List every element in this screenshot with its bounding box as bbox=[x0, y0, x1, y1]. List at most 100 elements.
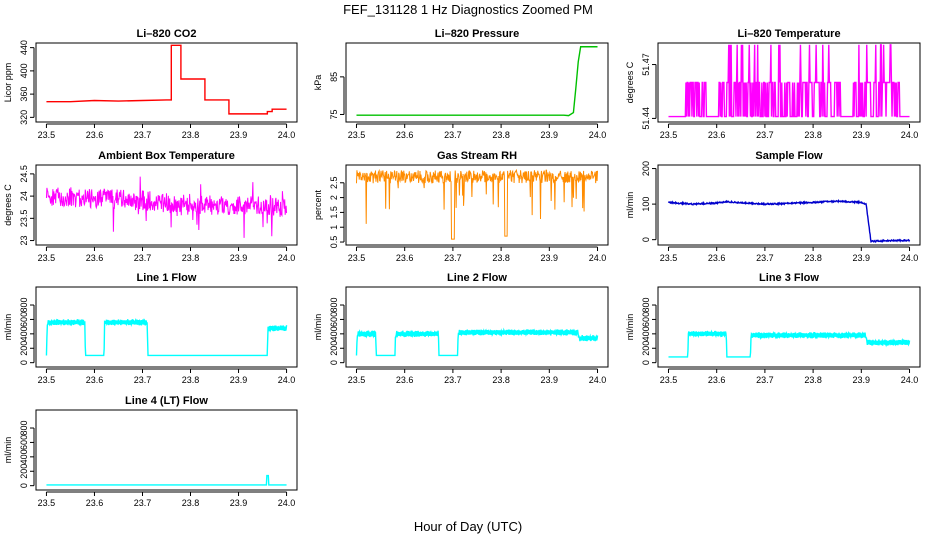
series-line bbox=[667, 199, 911, 244]
y-tick-label: 0 bbox=[19, 360, 29, 365]
y-tick-label: 0 bbox=[641, 360, 651, 365]
x-tick-label: 23.8 bbox=[804, 253, 822, 263]
y-tick-label: 24 bbox=[19, 191, 29, 201]
x-tick-label: 23.5 bbox=[348, 130, 366, 140]
y-tick-label: 200 bbox=[329, 341, 339, 356]
x-tick-label: 23.5 bbox=[38, 498, 56, 508]
x-tick-label: 24.0 bbox=[278, 130, 296, 140]
x-tick-label: 23.8 bbox=[182, 498, 200, 508]
x-tick-label: 23.9 bbox=[230, 253, 248, 263]
y-axis-label: degrees C bbox=[3, 184, 13, 226]
y-tick-label: 800 bbox=[641, 298, 651, 313]
panel-title: Ambient Box Temperature bbox=[98, 150, 235, 162]
y-tick-label: 200 bbox=[641, 341, 651, 356]
plot-frame bbox=[345, 286, 609, 368]
x-tick-label: 23.5 bbox=[38, 130, 56, 140]
x-tick-label: 23.8 bbox=[182, 375, 200, 385]
y-tick-label: 200 bbox=[19, 341, 29, 356]
x-tick-label: 24.0 bbox=[278, 375, 296, 385]
x-tick-label: 23.7 bbox=[444, 253, 462, 263]
x-tick-label: 24.0 bbox=[278, 498, 296, 508]
y-tick-label: 75 bbox=[329, 109, 339, 119]
y-tick-label: 800 bbox=[329, 298, 339, 313]
y-tick-label: 440 bbox=[19, 40, 29, 55]
series-line bbox=[356, 46, 598, 117]
x-tick-label: 23.7 bbox=[756, 253, 774, 263]
x-tick-label: 23.7 bbox=[134, 375, 152, 385]
panel-title: Line 1 Flow bbox=[137, 272, 197, 284]
chart-panel: Li–820 Temperature degrees C 23.5 23.6 23.7 2… bbox=[625, 28, 921, 140]
x-tick-label: 23.6 bbox=[708, 130, 726, 140]
y-tick-label: 360 bbox=[19, 87, 29, 102]
y-tick-label: 800 bbox=[19, 298, 29, 313]
x-tick-label: 23.7 bbox=[756, 130, 774, 140]
y-tick-label: 600 bbox=[19, 435, 29, 450]
y-tick-label: 0.5 bbox=[329, 236, 339, 249]
x-tick-label: 23.7 bbox=[444, 375, 462, 385]
x-tick-label: 23.7 bbox=[444, 130, 462, 140]
y-tick-label: 800 bbox=[19, 421, 29, 436]
x-tick-label: 23.8 bbox=[804, 375, 822, 385]
y-axis-label: ml/min bbox=[625, 314, 635, 341]
x-tick-label: 23.6 bbox=[396, 130, 414, 140]
y-tick-label: 1 bbox=[329, 225, 339, 230]
y-axis-label: ml/min bbox=[3, 314, 13, 341]
x-tick-label: 23.5 bbox=[38, 253, 56, 263]
panel-title: Line 2 Flow bbox=[447, 272, 507, 284]
plot-frame bbox=[35, 42, 298, 123]
x-tick-label: 23.9 bbox=[230, 375, 248, 385]
y-tick-label: 400 bbox=[19, 449, 29, 464]
plot-frame bbox=[657, 42, 921, 123]
panel-title: Gas Stream RH bbox=[437, 150, 517, 162]
y-axis-label: kPa bbox=[313, 75, 323, 91]
plot-frame bbox=[35, 286, 298, 368]
y-tick-label: 51.47 bbox=[641, 53, 651, 76]
panel-title: Line 3 Flow bbox=[759, 272, 819, 284]
chart-panel: Line 4 (LT) Flow ml/min 23.5 23.6 23.7 23.8 23… bbox=[3, 395, 298, 508]
y-axis-label: ml/min bbox=[625, 192, 635, 219]
y-tick-label: 85 bbox=[329, 72, 339, 82]
panel-title: Sample Flow bbox=[755, 150, 823, 162]
series-line bbox=[45, 317, 288, 357]
series-line bbox=[46, 474, 287, 486]
y-tick-label: 0 bbox=[19, 483, 29, 488]
x-tick-label: 24.0 bbox=[901, 253, 919, 263]
y-tick-label: 400 bbox=[329, 326, 339, 341]
plot-frame bbox=[345, 42, 609, 123]
series-line bbox=[668, 329, 911, 358]
x-tick-label: 23.9 bbox=[541, 130, 559, 140]
x-tick-label: 23.9 bbox=[853, 130, 871, 140]
x-tick-label: 23.8 bbox=[492, 375, 510, 385]
y-axis-label: percent bbox=[313, 189, 323, 220]
y-tick-label: 400 bbox=[19, 63, 29, 78]
y-tick-label: 0 bbox=[329, 360, 339, 365]
y-tick-label: 400 bbox=[19, 326, 29, 341]
y-axis-label: ml/min bbox=[3, 437, 13, 464]
x-tick-label: 23.9 bbox=[853, 375, 871, 385]
x-tick-label: 23.5 bbox=[38, 375, 56, 385]
x-tick-label: 24.0 bbox=[589, 253, 607, 263]
y-axis-label: ml/min bbox=[313, 314, 323, 341]
chart-panel: Line 2 Flow ml/min 23.5 23.6 23.7 23.8 23.9 24.… bbox=[313, 272, 609, 385]
plot-frame bbox=[35, 409, 298, 491]
figure-x-axis-label: Hour of Day (UTC) bbox=[414, 519, 522, 534]
chart-panel: Sample Flow ml/min 23.5 23.6 23.7 23.8 23.9 24.… bbox=[625, 150, 921, 263]
y-tick-label: 400 bbox=[641, 326, 651, 341]
x-tick-label: 23.8 bbox=[182, 253, 200, 263]
x-tick-label: 23.6 bbox=[86, 498, 104, 508]
y-tick-label: 51.44 bbox=[641, 107, 651, 130]
chart-panel: Gas Stream RH percent 23.5 23.6 23.7 23.8 23.9… bbox=[313, 150, 609, 263]
series-line bbox=[668, 44, 910, 118]
x-tick-label: 23.6 bbox=[396, 253, 414, 263]
x-tick-label: 23.9 bbox=[853, 253, 871, 263]
x-tick-label: 23.8 bbox=[804, 130, 822, 140]
y-tick-label: 23.5 bbox=[19, 210, 29, 228]
x-tick-label: 23.7 bbox=[134, 253, 152, 263]
chart-panel: Ambient Box Temperature degrees C 23.5 23.6… bbox=[3, 150, 298, 263]
plot-frame bbox=[35, 164, 298, 246]
x-tick-label: 23.6 bbox=[86, 130, 104, 140]
y-tick-label: 200 bbox=[19, 464, 29, 479]
chart-panel: Line 3 Flow ml/min 23.5 23.6 23.7 23.8 23.9 24.… bbox=[625, 272, 921, 385]
x-tick-label: 23.6 bbox=[86, 375, 104, 385]
